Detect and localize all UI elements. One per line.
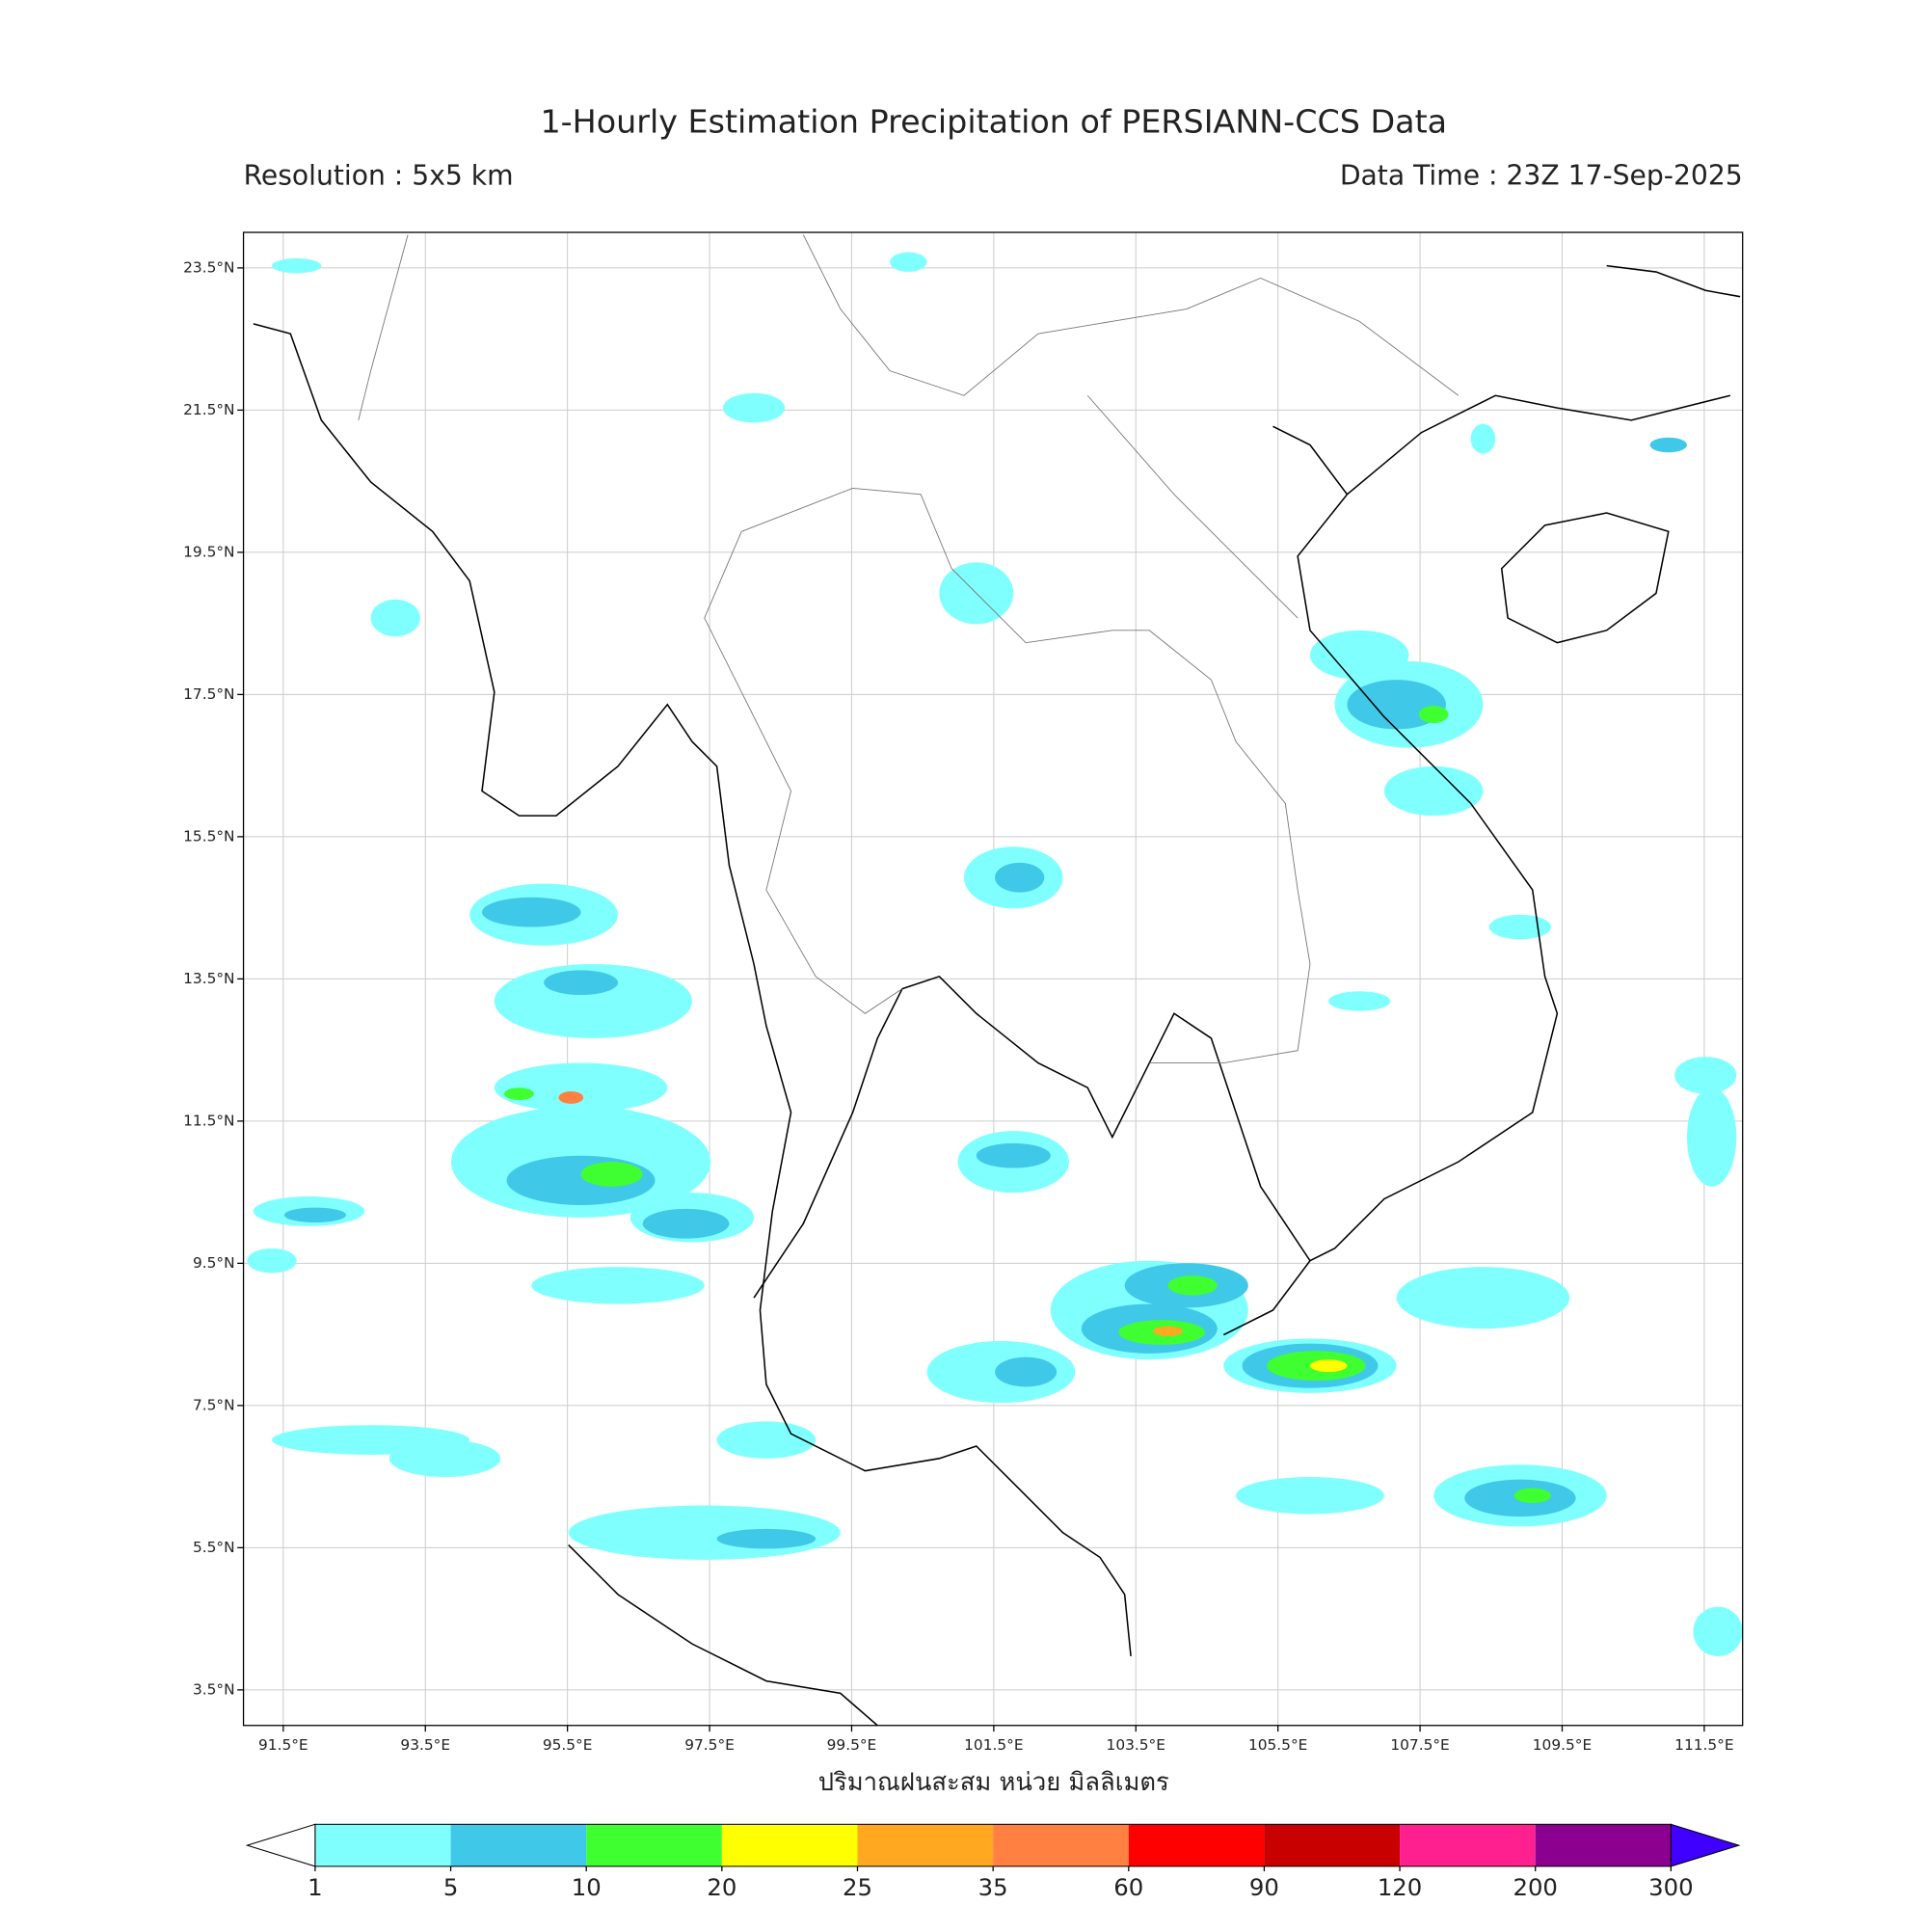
coastlines	[253, 234, 1741, 1727]
colorbar-label: 35	[978, 1873, 1008, 1901]
y-tick-label: 11.5°N	[183, 1112, 234, 1129]
colorbar-under	[245, 1823, 316, 1867]
y-tick-label: 23.5°N	[183, 258, 234, 276]
colorbar-segment	[314, 1824, 451, 1866]
x-tick-label: 97.5°E	[684, 1736, 735, 1754]
colorbar-segment	[1400, 1824, 1536, 1866]
colorbar-label: 25	[843, 1873, 872, 1901]
y-tick-label: 15.5°N	[183, 827, 234, 845]
x-axis-label: ปริมาณฝนสะสม หน่วย มิลลิเมตร	[818, 1768, 1169, 1797]
colorbar-label: 90	[1249, 1873, 1279, 1901]
colorbar-label: 20	[707, 1873, 736, 1901]
colorbar-segment	[450, 1824, 587, 1866]
y-tick-label: 17.5°N	[183, 685, 234, 703]
y-tick-label: 7.5°N	[193, 1396, 235, 1413]
resolution: Resolution : 5x5 km	[244, 159, 514, 191]
x-tick-label: 91.5°E	[258, 1736, 308, 1754]
x-tick-label: 93.5°E	[400, 1736, 450, 1754]
colorbar-over	[1670, 1823, 1741, 1867]
y-tick-label: 3.5°N	[193, 1680, 235, 1698]
colorbar-label: 120	[1378, 1873, 1422, 1901]
y-tick-label: 9.5°N	[193, 1254, 235, 1272]
x-tick-label: 95.5°E	[543, 1736, 593, 1754]
y-tick-label: 5.5°N	[193, 1539, 235, 1556]
axes: 91.5°E 93.5°E 95.5°E 97.5°E 99.5°E 101.5°E 103…	[183, 258, 1733, 1753]
colorbar-segment	[721, 1824, 858, 1866]
colorbar-segment	[1128, 1824, 1265, 1866]
y-tick-label: 21.5°N	[183, 401, 234, 418]
y-tick-label: 19.5°N	[183, 543, 234, 560]
colorbar-label: 5	[443, 1873, 459, 1901]
colorbar-segment	[1264, 1824, 1401, 1866]
x-tick-label: 101.5°E	[964, 1736, 1023, 1754]
x-tick-label: 99.5°E	[827, 1736, 877, 1754]
colorbar-segment	[1535, 1824, 1672, 1866]
colorbar-segment	[993, 1824, 1129, 1866]
colorbar-label: 200	[1513, 1873, 1557, 1901]
colorbar-label: 1	[308, 1873, 323, 1901]
x-tick-label: 107.5°E	[1390, 1736, 1449, 1754]
colorbar-label: 300	[1648, 1873, 1693, 1901]
data-time: Data Time : 23Z 17-Sep-2025	[1340, 159, 1743, 191]
rain-areas	[247, 252, 1743, 1656]
grid	[243, 232, 1743, 1726]
colorbar-label: 60	[1113, 1873, 1143, 1901]
colorbar-segment	[586, 1824, 722, 1866]
colorbar-label: 10	[572, 1873, 602, 1901]
colorbar: 1 5 10 20 25 35 60 90 120 200 300	[245, 1823, 1741, 1901]
title: 1-Hourly Estimation Precipitation of PER…	[540, 103, 1447, 141]
y-tick-label: 13.5°N	[183, 970, 234, 987]
x-tick-label: 109.5°E	[1533, 1736, 1592, 1754]
colorbar-segment	[857, 1824, 994, 1866]
x-tick-label: 105.5°E	[1248, 1736, 1307, 1754]
x-tick-label: 111.5°E	[1674, 1736, 1733, 1754]
x-tick-label: 103.5°E	[1107, 1736, 1165, 1754]
